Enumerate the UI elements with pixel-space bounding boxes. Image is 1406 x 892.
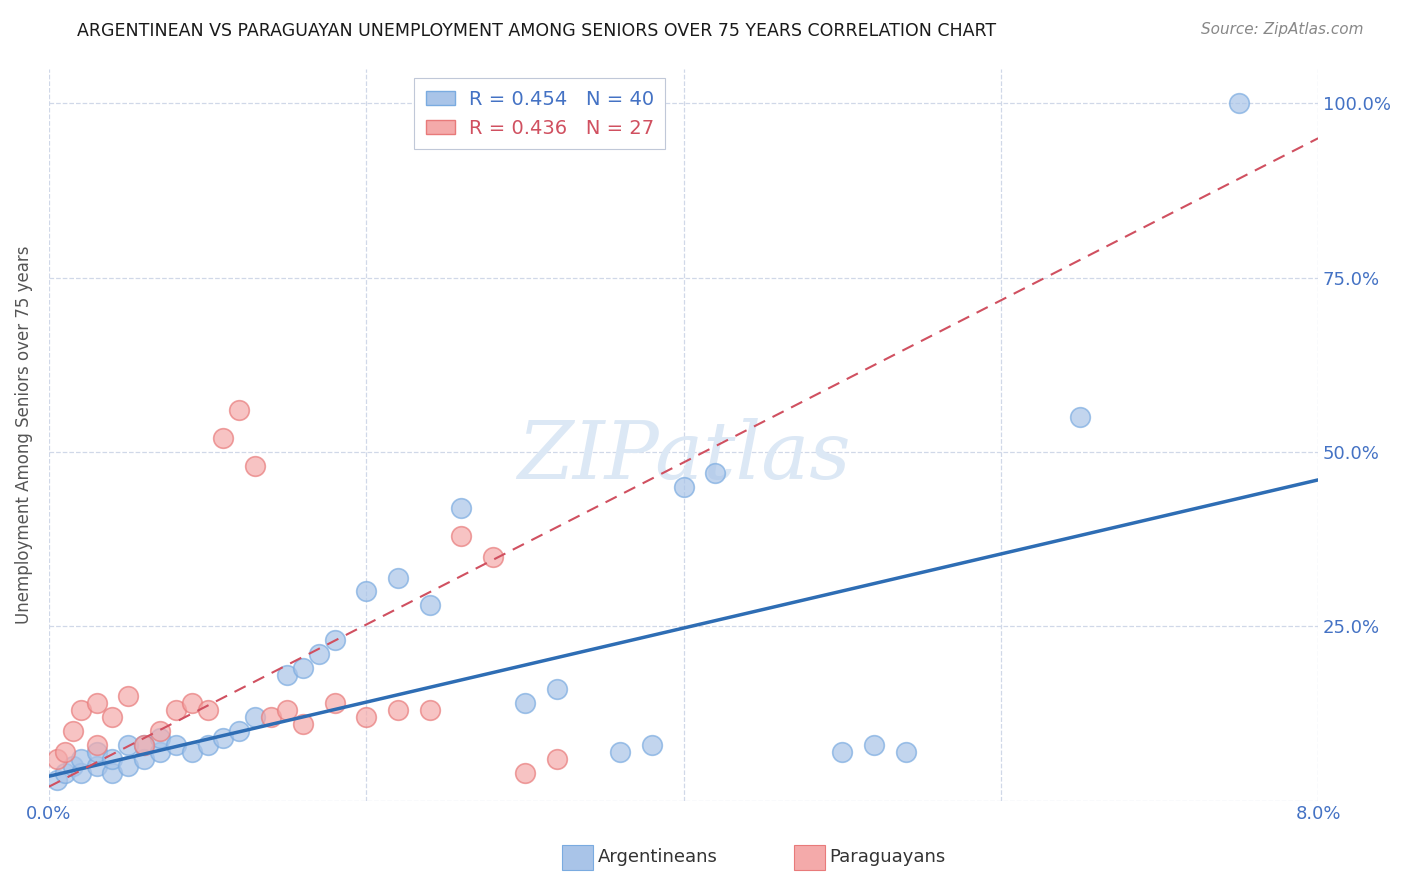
Point <box>291 661 314 675</box>
Point <box>260 710 283 724</box>
Point <box>704 466 727 480</box>
Point <box>513 696 536 710</box>
Text: ARGENTINEAN VS PARAGUAYAN UNEMPLOYMENT AMONG SENIORS OVER 75 YEARS CORRELATION C: ARGENTINEAN VS PARAGUAYAN UNEMPLOYMENT A… <box>77 22 997 40</box>
Point <box>149 731 172 745</box>
Point <box>894 745 917 759</box>
Point <box>212 731 235 745</box>
Point <box>134 738 156 752</box>
Point <box>387 570 409 584</box>
Point <box>62 758 84 772</box>
Point <box>245 710 267 724</box>
Point <box>101 710 124 724</box>
Point <box>356 710 378 724</box>
Point <box>641 738 664 752</box>
Point <box>165 738 187 752</box>
Point <box>609 745 631 759</box>
Point <box>308 647 330 661</box>
Point <box>69 752 91 766</box>
Point <box>117 738 139 752</box>
Point <box>356 584 378 599</box>
Text: Source: ZipAtlas.com: Source: ZipAtlas.com <box>1201 22 1364 37</box>
Point <box>228 723 250 738</box>
Point <box>117 758 139 772</box>
Point <box>69 703 91 717</box>
Point <box>245 458 267 473</box>
Point <box>212 431 235 445</box>
Point <box>180 745 202 759</box>
Point <box>101 752 124 766</box>
Point <box>546 752 568 766</box>
Point <box>45 772 67 787</box>
Point <box>672 480 695 494</box>
Point <box>323 696 346 710</box>
Point <box>197 703 219 717</box>
Point <box>276 703 298 717</box>
Point <box>86 738 108 752</box>
Point <box>149 723 172 738</box>
Point <box>86 758 108 772</box>
Point <box>513 765 536 780</box>
Point <box>101 765 124 780</box>
Point <box>450 529 472 543</box>
Point <box>180 696 202 710</box>
Point <box>291 717 314 731</box>
Point <box>831 745 853 759</box>
Point <box>45 752 67 766</box>
Text: Paraguayans: Paraguayans <box>830 848 946 866</box>
Point <box>419 703 441 717</box>
Point <box>276 668 298 682</box>
Point <box>197 738 219 752</box>
Point <box>149 745 172 759</box>
Point <box>546 681 568 696</box>
Point <box>1069 410 1091 425</box>
Text: ZIPatlas: ZIPatlas <box>517 417 851 495</box>
Y-axis label: Unemployment Among Seniors over 75 years: Unemployment Among Seniors over 75 years <box>15 245 32 624</box>
Point <box>387 703 409 717</box>
Point <box>86 696 108 710</box>
Point <box>450 500 472 515</box>
Point <box>117 689 139 703</box>
Point <box>62 723 84 738</box>
Point <box>53 745 76 759</box>
Point <box>53 765 76 780</box>
Point <box>134 738 156 752</box>
Point <box>86 745 108 759</box>
Point <box>323 633 346 648</box>
Point <box>419 599 441 613</box>
Point <box>228 403 250 417</box>
Point <box>482 549 505 564</box>
Point <box>165 703 187 717</box>
Point <box>863 738 886 752</box>
Legend: R = 0.454   N = 40, R = 0.436   N = 27: R = 0.454 N = 40, R = 0.436 N = 27 <box>413 78 665 149</box>
Text: Argentineans: Argentineans <box>598 848 717 866</box>
Point <box>69 765 91 780</box>
Point <box>134 752 156 766</box>
Point <box>1227 96 1250 111</box>
